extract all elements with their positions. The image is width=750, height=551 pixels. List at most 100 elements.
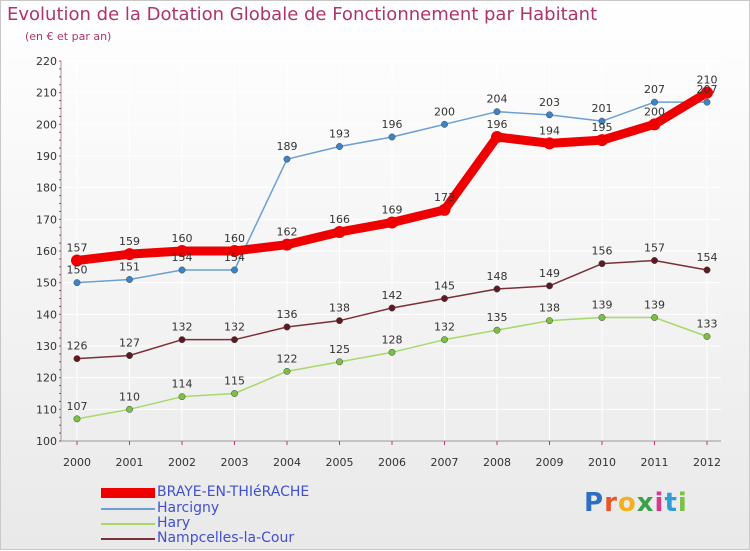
data-label-hary: 139 [592,299,613,312]
point-nampcelles [336,317,343,325]
point-braye [648,118,661,131]
grid-layer [61,60,721,441]
x-tick-label: 2012 [693,456,721,469]
y-tick-label: 140 [36,308,57,321]
data-label-harcigny: 193 [329,128,350,141]
point-nampcelles [493,285,501,293]
data-label-braye: 160 [172,232,193,245]
x-tick-label: 2006 [378,456,406,469]
data-label-nampcelles: 149 [539,267,560,280]
data-label-braye: 169 [382,204,403,217]
axis-layer: 100 110 120 130 140 150 160 170 180 190 200 210 220 2… [36,55,721,469]
data-label-braye: 196 [487,118,508,131]
point-harcigny [73,279,81,287]
point-harcigny [598,117,606,125]
point-hary [703,333,711,340]
point-nampcelles [388,304,396,312]
point-hary [388,348,396,356]
x-tick-label: 2008 [483,456,511,469]
point-braye [228,245,241,257]
point-harcigny [336,143,343,150]
data-label-hary: 122 [277,352,298,365]
data-label-braye: 195 [592,121,613,134]
point-braye [596,134,608,147]
data-label-hary: 125 [329,343,350,356]
point-hary [546,317,553,325]
point-nampcelles [283,323,291,331]
x-tick-label: 2005 [326,456,354,469]
point-hary [126,405,133,413]
point-hary [493,326,501,334]
data-label-layer: 150 151 154 154 189 193 196 200 204 203 201 207 207 1… [67,74,718,413]
page-subtitle: (en € et par an) [25,30,112,43]
data-label-hary: 110 [119,390,140,403]
point-nampcelles [231,336,238,344]
x-tick-label: 2002 [168,456,196,469]
logo-letter: i [677,488,688,518]
point-harcigny [388,133,396,141]
point-hary [283,367,291,375]
y-tick-label: 120 [36,372,57,385]
x-tick-label: 2011 [641,456,669,469]
data-label-braye: 166 [329,213,350,226]
point-braye [491,131,503,143]
point-harcigny [283,155,291,163]
data-label-hary: 132 [434,321,455,334]
legend-swatch-harcigny [101,508,155,510]
point-harcigny [493,108,501,116]
point-hary [441,336,448,344]
data-label-braye: 194 [539,124,560,137]
data-label-nampcelles: 126 [67,340,88,353]
logo-letter: o [617,488,637,518]
point-nampcelles [598,260,606,268]
point-harcigny [546,111,553,119]
data-label-harcigny: 200 [434,105,455,118]
data-label-nampcelles: 132 [172,321,193,334]
data-label-hary: 107 [67,400,88,413]
data-label-harcigny: 207 [644,83,665,96]
legend-swatch-hary [101,523,155,525]
point-hary [178,393,186,401]
data-label-harcigny: 204 [487,93,508,106]
data-label-braye: 173 [434,191,455,204]
data-label-nampcelles: 132 [224,321,245,334]
data-label-nampcelles: 136 [277,308,298,321]
data-label-hary: 133 [697,318,718,331]
y-tick-label: 110 [36,403,57,416]
point-hary [651,314,658,321]
data-label-nampcelles: 156 [592,245,613,258]
data-label-braye: 159 [119,235,140,248]
data-label-harcigny: 154 [224,251,245,264]
data-label-braye: 162 [277,226,298,239]
y-tick-label: 190 [36,150,57,163]
data-label-nampcelles: 154 [697,251,718,264]
point-nampcelles [546,282,553,290]
legend-label-harcigny: Harcigny [157,500,220,516]
data-label-nampcelles: 145 [434,280,455,293]
point-nampcelles [73,355,81,363]
point-harcigny [178,266,186,274]
data-label-nampcelles: 157 [644,242,665,255]
point-hary [73,415,81,423]
data-label-harcigny: 207 [697,83,718,96]
legend-label-nampcelles: Nampcelles-la-Cour [157,530,295,546]
point-harcigny [651,98,658,106]
y-tick-label: 160 [36,245,57,258]
data-label-braye: 200 [644,105,665,118]
data-label-nampcelles: 142 [382,289,403,302]
point-hary [336,358,343,366]
point-braye [333,226,346,238]
data-label-hary: 115 [224,375,245,388]
data-label-hary: 135 [487,311,508,324]
data-label-nampcelles: 138 [329,302,350,315]
data-label-harcigny: 196 [382,118,403,131]
point-braye [701,86,713,99]
logo-letter: r [604,488,618,518]
page-title: Evolution de la Dotation Globale de Fonc… [7,4,598,25]
data-label-harcigny: 151 [119,261,140,274]
x-tick-label: 2010 [588,456,616,469]
x-tick-label: 2000 [63,456,91,469]
data-label-braye: 160 [224,232,245,245]
